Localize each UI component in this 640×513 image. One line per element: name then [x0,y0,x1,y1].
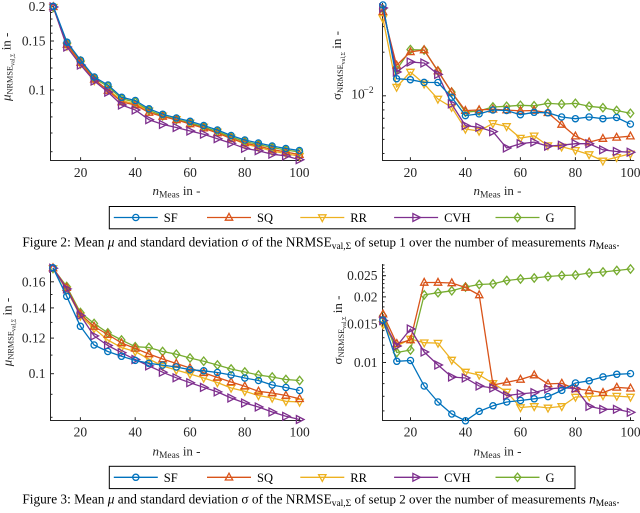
svg-text:100: 100 [289,165,310,180]
svg-text:20: 20 [404,165,418,180]
svg-text:60: 60 [514,425,528,440]
svg-text:80: 80 [569,425,583,440]
svg-text:10: 10 [351,87,365,102]
svg-text:μNRMSEval,Σ in -: μNRMSEval,Σ in - [0,298,18,367]
svg-text:0.2: 0.2 [29,0,46,14]
svg-text:Figure 3: Mean μ and standard: Figure 3: Mean μ and standard deviation … [22,492,619,509]
svg-text:SQ: SQ [257,211,273,225]
svg-text:−2: −2 [364,86,374,96]
svg-text:100: 100 [620,425,640,440]
svg-text:SF: SF [164,211,178,225]
svg-text:0.025: 0.025 [347,268,378,283]
svg-text:SQ: SQ [257,471,273,485]
svg-text:0.12: 0.12 [22,331,46,346]
svg-text:60: 60 [183,165,197,180]
svg-text:0.015: 0.015 [347,317,378,332]
svg-text:RR: RR [350,471,367,485]
svg-text:0.1: 0.1 [29,83,46,98]
svg-text:0.14: 0.14 [22,300,46,315]
svg-text:SF: SF [164,471,178,485]
svg-text:0.01: 0.01 [354,355,378,370]
svg-text:μNRMSEval,Σ in -: μNRMSEval,Σ in - [0,33,17,102]
svg-text:G: G [546,471,555,485]
svg-text:Figure 2: Mean μ and standard: Figure 2: Mean μ and standard deviation … [22,235,619,253]
svg-text:nMeas in -: nMeas in - [473,183,521,201]
svg-text:0.16: 0.16 [22,274,46,289]
svg-text:20: 20 [74,165,88,180]
svg-text:100: 100 [289,425,310,440]
svg-text:40: 40 [459,165,473,180]
svg-text:60: 60 [514,165,528,180]
svg-text:40: 40 [128,425,142,440]
svg-text:RR: RR [350,211,367,225]
svg-text:G: G [546,211,555,225]
svg-text:60: 60 [183,425,197,440]
svg-text:40: 40 [129,165,143,180]
svg-text:σNRMSEval,Σ in -: σNRMSEval,Σ in - [329,31,347,100]
svg-text:CVH: CVH [444,211,470,225]
svg-text:40: 40 [459,425,473,440]
svg-text:100: 100 [620,165,640,180]
svg-text:80: 80 [238,165,252,180]
svg-text:nMeas in -: nMeas in - [152,183,200,201]
svg-text:0.15: 0.15 [22,34,46,49]
svg-text:nMeas in -: nMeas in - [152,444,200,462]
svg-text:20: 20 [404,425,418,440]
svg-text:0.1: 0.1 [29,366,46,381]
svg-text:CVH: CVH [444,471,470,485]
svg-text:80: 80 [569,165,583,180]
svg-text:80: 80 [238,425,252,440]
svg-text:σNRMSEval,Σ in -: σNRMSEval,Σ in - [330,296,348,365]
svg-text:nMeas in -: nMeas in - [473,444,521,462]
svg-text:0.02: 0.02 [354,289,378,304]
svg-text:20: 20 [74,425,88,440]
